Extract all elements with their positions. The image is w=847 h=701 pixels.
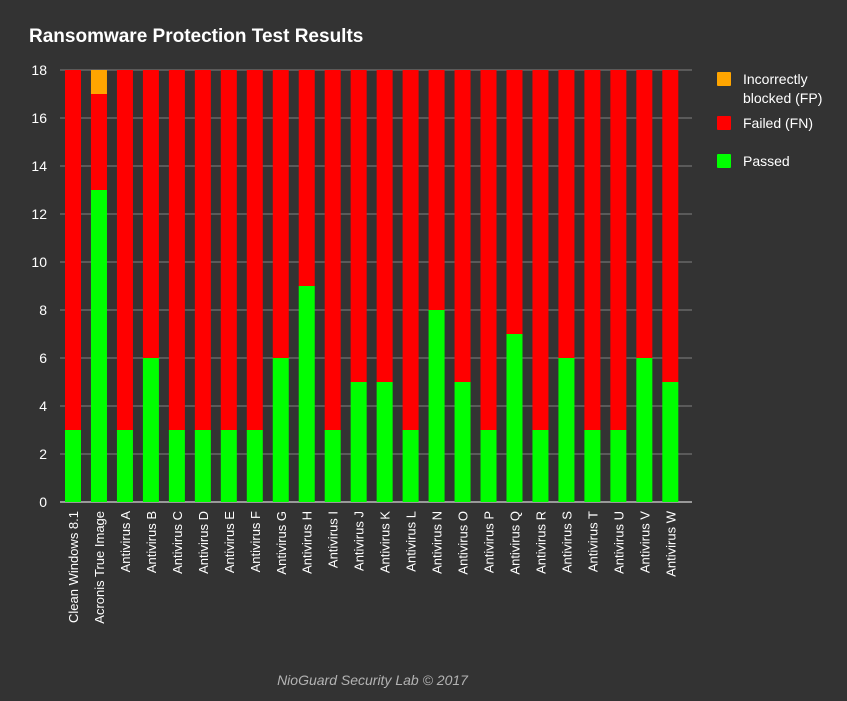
bar-segment-failed (220, 70, 237, 430)
x-tick-label: Antivirus N (430, 511, 445, 574)
x-tick-label: Antivirus J (352, 511, 367, 571)
bar-segment-passed (532, 430, 549, 502)
footer-credit: NioGuard Security Lab © 2017 (277, 672, 468, 688)
x-tick-label: Antivirus S (559, 511, 574, 573)
x-tick-label: Antivirus U (611, 511, 626, 574)
bar-segment-passed (428, 310, 445, 502)
bar-segment-failed (65, 70, 81, 430)
bar-segment-failed (246, 70, 263, 430)
chart-title: Ransomware Protection Test Results (29, 26, 364, 47)
x-tick-label: Antivirus E (222, 511, 237, 573)
bar-segment-failed (324, 70, 341, 430)
x-tick-label: Antivirus K (378, 511, 393, 573)
bar-segment-failed (662, 70, 679, 382)
y-tick-label: 12 (31, 206, 47, 222)
y-tick-label: 10 (31, 254, 47, 270)
bar-segment-failed (272, 70, 289, 358)
x-tick-label: Antivirus R (533, 511, 548, 574)
x-tick-label: Antivirus P (482, 511, 497, 573)
bar-segment-failed (376, 70, 393, 382)
legend-label-fp: Incorrectly blocked (FP) (743, 71, 823, 106)
bar-segment-passed (506, 334, 523, 502)
bar-segment-failed (610, 70, 627, 430)
bar-segment-failed (558, 70, 575, 358)
bar-segment-passed (90, 190, 107, 502)
bar-segment-passed (272, 358, 289, 502)
legend-item-fn: Failed (FN) (717, 114, 842, 152)
x-tick-label: Antivirus A (118, 511, 133, 573)
bar-segment-passed (480, 430, 497, 502)
x-tick-label: Acronis True Image (92, 511, 107, 624)
bar-segment-passed (324, 430, 341, 502)
bar-segment-passed (662, 382, 679, 502)
x-tick-label: Antivirus L (404, 511, 419, 572)
legend-swatch-passed (717, 154, 731, 168)
bar-segment-passed (636, 358, 653, 502)
x-tick-label: Antivirus Q (507, 511, 522, 575)
bar-segment-failed (454, 70, 471, 382)
bar-segment-failed (506, 70, 523, 334)
bar-segment-passed (454, 382, 471, 502)
y-tick-label: 16 (31, 110, 47, 126)
legend-label-passed: Passed (743, 153, 790, 169)
bar-segment-failed (636, 70, 653, 358)
y-tick-label: 4 (39, 398, 47, 414)
x-tick-label: Antivirus C (170, 511, 185, 574)
bar-segment-failed (584, 70, 601, 430)
x-tick-label: Antivirus D (196, 511, 211, 574)
bar-segment-passed (168, 430, 185, 502)
bar-segment-passed (584, 430, 601, 502)
bar-segment-passed (350, 382, 367, 502)
bar-segment-passed (220, 430, 237, 502)
legend-swatch-fn (717, 116, 731, 130)
x-tick-label: Antivirus H (300, 511, 315, 574)
bar-segment-failed (350, 70, 367, 382)
y-tick-label: 14 (31, 158, 47, 174)
bar-segment-passed (298, 286, 315, 502)
x-tick-label: Antivirus B (144, 511, 159, 573)
bar-segment-passed (194, 430, 211, 502)
legend: Incorrectly blocked (FP) Failed (FN) Pas… (717, 70, 842, 171)
bar-segment-failed (428, 70, 445, 310)
bar-segment-passed (116, 430, 133, 502)
legend-item-fp: Incorrectly blocked (FP) (717, 70, 842, 114)
x-tick-label: Antivirus W (663, 510, 678, 576)
bar-segment-failed (142, 70, 159, 358)
y-tick-label: 0 (39, 494, 47, 510)
y-tick-label: 2 (39, 446, 47, 462)
bar-segment-passed (376, 382, 393, 502)
bar-segment-failed (480, 70, 497, 430)
bar-segment-failed (298, 70, 315, 286)
x-tick-label: Antivirus O (456, 511, 471, 575)
bar-segment-fp (90, 70, 107, 94)
x-tick-label: Antivirus F (248, 511, 263, 572)
y-tick-label: 6 (39, 350, 47, 366)
bar-segment-failed (90, 94, 107, 190)
bar-segment-failed (194, 70, 211, 430)
bar-segment-failed (532, 70, 549, 430)
bar-segment-passed (610, 430, 627, 502)
bar-segment-passed (65, 430, 81, 502)
legend-label-fn: Failed (FN) (743, 115, 814, 131)
legend-swatch-fp (717, 72, 731, 86)
x-tick-label: Clean Windows 8.1 (66, 511, 81, 623)
x-tick-label: Antivirus V (637, 511, 652, 573)
x-tick-label: Antivirus G (274, 511, 289, 575)
bar-segment-failed (116, 70, 133, 430)
bar-segment-passed (246, 430, 263, 502)
x-tick-label: Antivirus T (585, 511, 600, 572)
bar-segment-failed (168, 70, 185, 430)
y-tick-label: 18 (31, 62, 47, 78)
bar-segment-passed (558, 358, 575, 502)
x-tick-label: Antivirus I (326, 511, 341, 568)
y-tick-label: 8 (39, 302, 47, 318)
bar-segment-failed (402, 70, 419, 430)
legend-item-passed: Passed (717, 152, 842, 171)
bar-segment-passed (402, 430, 419, 502)
bar-segment-passed (142, 358, 159, 502)
